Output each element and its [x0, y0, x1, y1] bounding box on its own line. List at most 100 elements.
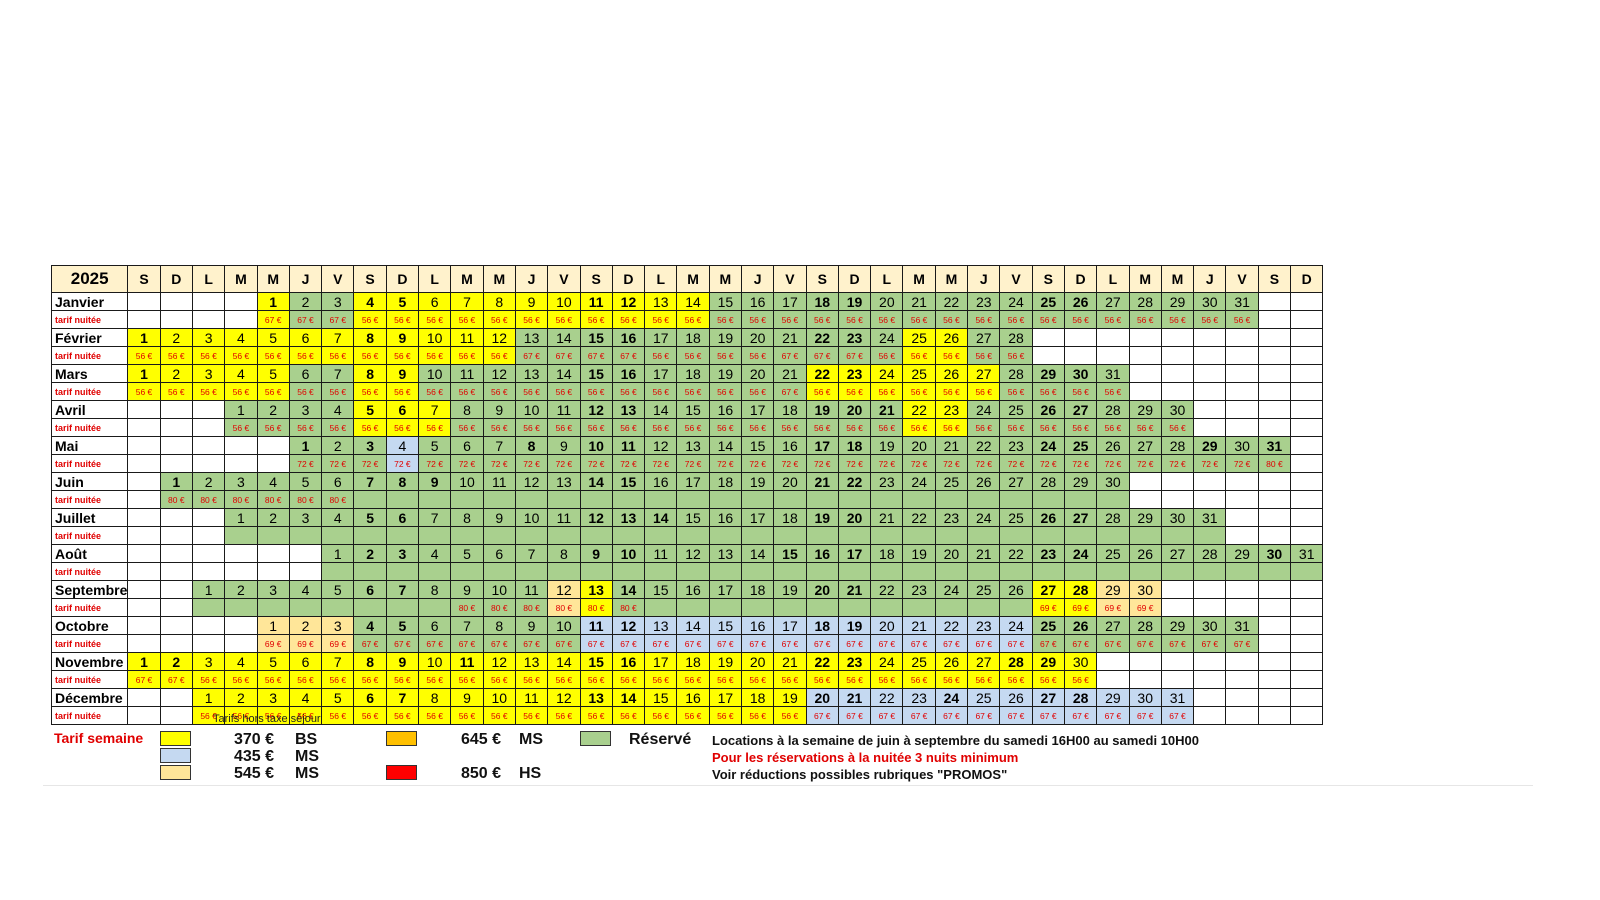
day-cell: 29 [1096, 688, 1130, 707]
price-cell: 56 € [482, 418, 516, 437]
price-cell: 72 € [1128, 454, 1162, 473]
day-cell: 10 [547, 616, 581, 635]
price-cell [999, 490, 1033, 509]
day-cell: 6 [418, 616, 452, 635]
price-cell: 56 € [385, 310, 420, 329]
price-cell [1063, 562, 1098, 581]
price-row-label: tarif nuitée [50, 418, 129, 437]
price-cell: 56 € [740, 670, 775, 689]
day-cell: 20 [870, 616, 904, 635]
price-cell: 56 € [514, 310, 549, 329]
price-cell: 56 € [967, 382, 1001, 401]
day-cell: 3 [321, 292, 355, 311]
month-label: Novembre [50, 652, 129, 671]
day-cell [127, 508, 161, 527]
day-cell: 12 [482, 652, 516, 671]
day-cell: 28 [1160, 436, 1195, 455]
day-cell: 14 [547, 652, 581, 671]
price-cell [1257, 382, 1292, 401]
day-cell: 7 [321, 364, 355, 383]
price-cell [159, 706, 193, 725]
price-cell: 72 € [1096, 454, 1130, 473]
day-cell: 27 [1063, 508, 1098, 527]
price-cell: 56 € [676, 706, 710, 725]
price-cell: 72 € [547, 454, 581, 473]
day-cell: 2 [288, 292, 323, 311]
price-cell [999, 562, 1033, 581]
day-cell [1193, 688, 1227, 707]
day-cell: 6 [288, 328, 323, 347]
day-cell: 11 [450, 652, 484, 671]
month-price-row: tarif nuitée 56 €56 €56 €56 €56 €56 €56 €… [50, 382, 1324, 401]
price-row-label: tarif nuitée [50, 382, 129, 401]
day-cell [159, 436, 193, 455]
day-cell: 5 [418, 436, 452, 455]
day-cell: 3 [353, 436, 387, 455]
month-days-row: Mai 1 2 3 4 5 6 7 8 9 10 11 12 13 14 15 16 17 18 19 20 21 22 23… [50, 436, 1324, 455]
day-cell: 10 [418, 328, 452, 347]
day-cell: 2 [224, 580, 258, 599]
price-cell: 72 € [1225, 454, 1259, 473]
price-cell [1290, 490, 1324, 509]
price-cell: 56 € [902, 310, 936, 329]
price-cell [288, 598, 323, 617]
day-cell: 17 [708, 580, 743, 599]
price-cell: 56 € [837, 418, 872, 437]
price-cell: 56 € [450, 346, 484, 365]
price-cell [676, 490, 710, 509]
day-cell [224, 436, 258, 455]
day-cell: 10 [547, 292, 581, 311]
price-cell: 80 € [321, 490, 355, 509]
price-cell [1193, 562, 1227, 581]
price-cell: 67 € [1160, 634, 1195, 653]
day-cell: 20 [870, 292, 904, 311]
price-cell: 67 € [740, 634, 775, 653]
month-price-row: tarif nuitée 67 €67 €67 €56 €56 €56 €56 €… [50, 310, 1324, 329]
day-cell: 20 [773, 472, 807, 491]
month-label: Octobre [50, 616, 129, 635]
day-cell: 20 [902, 436, 936, 455]
day-header: L [644, 265, 678, 293]
day-cell: 4 [385, 436, 420, 455]
price-cell [805, 490, 839, 509]
day-cell: 3 [224, 472, 258, 491]
day-cell: 22 [902, 400, 936, 419]
price-cell [514, 562, 549, 581]
day-cell: 12 [611, 292, 646, 311]
price-cell: 56 € [740, 418, 775, 437]
price-cell: 56 € [191, 706, 226, 725]
price-cell: 69 € [321, 634, 355, 653]
day-cell: 20 [740, 652, 775, 671]
price-cell: 56 € [870, 670, 904, 689]
price-cell [773, 490, 807, 509]
day-cell: 7 [385, 688, 420, 707]
rate-swatch-bs [160, 731, 191, 746]
price-cell: 56 € [1160, 418, 1195, 437]
day-cell: 20 [805, 688, 839, 707]
price-cell: 56 € [418, 706, 452, 725]
day-cell: 25 [999, 508, 1033, 527]
day-header: M [482, 265, 516, 293]
price-cell [1128, 526, 1162, 545]
price-cell [1160, 526, 1195, 545]
month-price-row: tarif nuitée 80 €80 €80 €80 €80 €80 €69 €… [50, 598, 1324, 617]
price-cell: 56 € [611, 310, 646, 329]
day-cell: 23 [837, 328, 872, 347]
day-cell: 20 [740, 364, 775, 383]
price-cell: 56 € [450, 310, 484, 329]
price-cell [191, 526, 226, 545]
price-cell [385, 526, 420, 545]
month-days-row: Juillet 1 2 3 4 5 6 7 8 9 10 11 12 13 14 15 16 17 18 19 20 21… [50, 508, 1324, 527]
price-cell: 56 € [644, 346, 678, 365]
price-cell: 67 € [321, 310, 355, 329]
price-cell [353, 526, 387, 545]
day-cell: 25 [1063, 436, 1098, 455]
day-cell: 24 [870, 364, 904, 383]
day-cell: 14 [611, 688, 646, 707]
day-cell: 5 [321, 688, 355, 707]
price-cell: 56 € [353, 346, 387, 365]
day-cell: 29 [1193, 436, 1227, 455]
day-cell: 8 [514, 436, 549, 455]
day-cell: 25 [902, 328, 936, 347]
day-cell: 18 [837, 436, 872, 455]
